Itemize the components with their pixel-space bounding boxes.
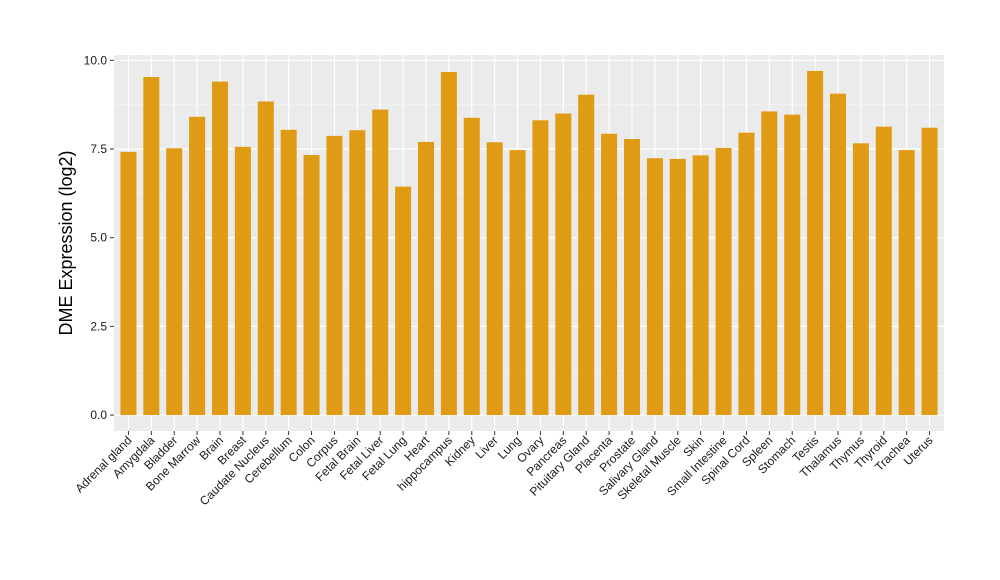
bar-caudate-nucleus	[257, 101, 274, 416]
bar-hippocampus	[440, 72, 457, 416]
y-tick-label: 2.5	[90, 319, 107, 333]
bar-amygdala	[143, 76, 160, 416]
y-axis: 0.0 2.5 5.0 7.5 10.0	[84, 53, 114, 422]
y-axis-title: DME Expression (log2)	[56, 150, 76, 335]
bar-salivary-gland	[646, 158, 663, 416]
bar-stomach	[784, 114, 801, 416]
bar-fetal-liver	[372, 109, 389, 416]
y-tick-label: 0.0	[90, 408, 107, 422]
bar-small-intestine	[715, 147, 732, 416]
plot-panel	[114, 55, 944, 431]
bar-adrenal-gland	[120, 151, 137, 416]
bar-testis	[807, 70, 824, 416]
bar-thymus	[852, 143, 869, 416]
bar-kidney	[463, 117, 480, 416]
bar-breast	[234, 146, 251, 416]
bar-thalamus	[829, 93, 847, 416]
bar-lung	[509, 150, 526, 416]
bar-brain	[211, 81, 229, 416]
bar-uterus	[921, 127, 938, 416]
y-tick-label: 5.0	[90, 231, 107, 245]
bar-fetal-brain	[349, 130, 366, 416]
bar-heart	[417, 141, 435, 416]
bar-skeletal-muscle	[669, 158, 686, 416]
x-tick-label: Liver	[472, 433, 500, 461]
bar-bone-marrow	[189, 116, 206, 416]
bar-spleen	[761, 111, 778, 416]
bar-fetal-lung	[395, 186, 412, 416]
bar-colon	[303, 155, 320, 416]
bar-placenta	[601, 133, 618, 416]
bar-pituitary-gland	[578, 94, 595, 416]
bar-trachea	[898, 150, 915, 416]
bar-liver	[486, 142, 503, 416]
y-tick-label: 10.0	[84, 53, 108, 67]
bar-prostate	[623, 139, 641, 416]
bar-ovary	[532, 120, 549, 416]
bars	[120, 70, 938, 416]
bar-spinal-cord	[738, 132, 755, 416]
y-tick-label: 7.5	[90, 142, 107, 156]
bar-corpus	[326, 135, 343, 416]
bar-pancreas	[555, 113, 572, 416]
bar-thyroid	[875, 126, 892, 416]
bar-skin	[692, 155, 709, 416]
bar-cerebellum	[280, 129, 297, 416]
bar-bladder	[166, 148, 183, 416]
